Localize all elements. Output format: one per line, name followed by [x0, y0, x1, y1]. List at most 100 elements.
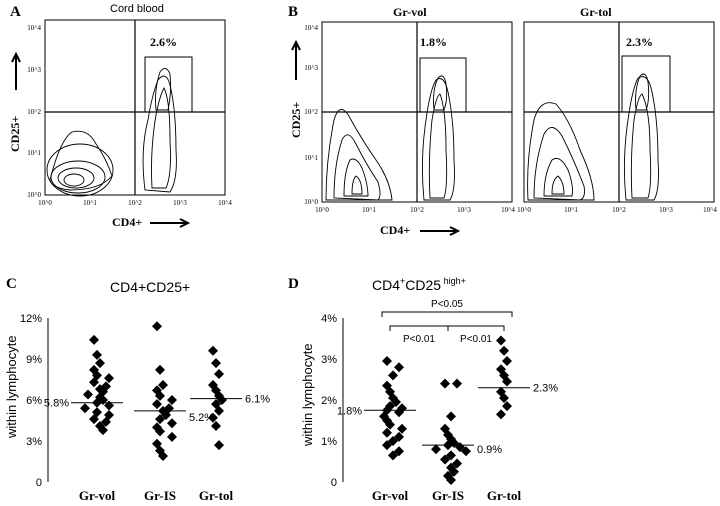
svg-text:10^3: 10^3 — [457, 206, 471, 214]
panel-d-category-label: Gr-tol — [487, 488, 522, 503]
panel-c-data-point — [211, 358, 221, 369]
svg-text:10^0: 10^0 — [27, 191, 41, 199]
panel-c-data-point — [158, 379, 168, 390]
panel-c-data-point — [217, 395, 227, 405]
panel-c-data-point — [155, 390, 165, 401]
panel-c-data-point — [80, 403, 90, 414]
panel-d-data-point — [496, 335, 506, 346]
panel-c-data-point — [211, 420, 221, 431]
panel-label-a: A — [10, 4, 21, 20]
panel-d-data-point — [388, 370, 398, 381]
panel-d-significance-brackets: P<0.01 P<0.01 P<0.05 — [381, 299, 513, 345]
panel-d-data-point — [446, 474, 456, 485]
panel-b-gr-vol-contours — [325, 75, 455, 201]
panel-d-data-point — [397, 423, 407, 434]
svg-text:10^1: 10^1 — [362, 206, 376, 214]
panel-d-data-point — [452, 458, 462, 469]
panel-d-data-point — [446, 411, 456, 422]
panel-b-gr-tol-contour-plot: Gr-tol 2.3% 10^0 10^1 10^2 10^3 10^4 — [517, 5, 717, 214]
svg-text:10^1: 10^1 — [83, 199, 97, 207]
panel-a-gate-label: 2.6% — [150, 35, 177, 49]
panel-label-d: D — [288, 276, 299, 292]
panel-d-data-point — [388, 436, 398, 446]
panel-c-data-point — [89, 334, 99, 345]
panel-c-data-point — [167, 418, 177, 429]
panel-d-p-value-label: P<0.01 — [403, 334, 435, 345]
svg-text:10^2: 10^2 — [410, 206, 424, 214]
panel-c-data-point — [167, 395, 177, 405]
panel-d-points — [379, 335, 512, 485]
panel-c-mean-lines — [71, 398, 242, 412]
panel-d-data-point — [440, 378, 450, 389]
svg-text:10^3: 10^3 — [173, 199, 187, 207]
panel-c-data-point — [83, 389, 93, 400]
panel-b-gr-tol-x-ticks: 10^0 10^1 10^2 10^3 10^4 — [517, 206, 717, 214]
svg-text:10^1: 10^1 — [27, 149, 41, 157]
panel-c-title: CD4+CD25+ — [110, 279, 190, 295]
panel-c-category-label: Gr-IS — [144, 488, 176, 503]
panel-c-data-point — [208, 345, 218, 356]
panel-c-mean-label: 6.1% — [245, 394, 270, 406]
svg-text:10^0: 10^0 — [315, 206, 329, 214]
panel-c-mean-label: 5.2% — [189, 412, 214, 424]
panel-b-y-axis-label: CD25+ — [289, 102, 303, 138]
svg-text:10^2: 10^2 — [612, 206, 626, 214]
svg-text:10^3: 10^3 — [304, 64, 318, 72]
panel-d-data-point — [391, 397, 401, 408]
panel-d-data-point — [452, 378, 462, 389]
panel-c-y-tick: 9% — [26, 354, 42, 366]
panel-c-y-tick: 0 — [36, 477, 42, 489]
panel-a-contours — [46, 68, 177, 197]
panel-d-p-value-label: P<0.05 — [431, 299, 463, 310]
panel-d-title-main: CD4+CD25 high+ — [372, 276, 466, 293]
svg-text:10^2: 10^2 — [128, 199, 142, 207]
panel-d-mean-label: 2.3% — [533, 383, 558, 395]
panel-c-y-tick: 12% — [20, 313, 42, 325]
panel-b-x-axis-label: CD4+ — [380, 223, 410, 237]
panel-b-y-axis-arrow — [291, 39, 301, 80]
panel-c-category-label: Gr-vol — [79, 488, 116, 503]
panel-d-y-axis-label: within lymphocyte — [300, 343, 315, 447]
svg-text:10^4: 10^4 — [304, 24, 318, 32]
panel-a-x-ticks: 10^0 10^1 10^2 10^3 10^4 — [38, 199, 232, 207]
svg-text:10^0: 10^0 — [38, 199, 52, 207]
panel-d-data-point — [394, 362, 404, 373]
svg-text:10^3: 10^3 — [659, 206, 673, 214]
panel-d-category-labels: Gr-vol Gr-IS Gr-tol — [372, 488, 522, 503]
panel-d-significance-bracket — [447, 325, 505, 331]
svg-text:10^0: 10^0 — [304, 198, 318, 206]
panel-d-data-point — [388, 450, 398, 461]
panel-d-data-point — [449, 466, 459, 477]
panel-a-y-axis-arrow — [11, 51, 21, 90]
panel-c-mean-labels: 5.8% 5.2% 6.1% — [44, 394, 270, 424]
panel-d-y-tick: 1% — [321, 436, 337, 448]
panel-d-y-tick: 3% — [321, 354, 337, 366]
panel-a-y-axis-label: CD25+ — [8, 116, 22, 152]
panel-c-data-point — [167, 431, 177, 442]
panel-b-gr-tol-contours — [527, 73, 659, 201]
panel-a-x-axis-arrow — [150, 218, 191, 228]
panel-label-c: C — [6, 276, 17, 292]
panel-b-gr-tol-gate-box — [621, 55, 671, 113]
panel-d-significance-bracket — [389, 325, 449, 331]
panel-c-data-point — [161, 410, 171, 421]
panel-c-data-point — [208, 412, 218, 423]
panel-a-contour-plot: Cord blood 2.6% 10^0 10^1 10^2 10^3 10^4… — [8, 3, 232, 229]
panel-d-mean-lines — [364, 387, 530, 446]
panel-c-category-labels: Gr-vol Gr-IS Gr-tol — [79, 488, 234, 503]
panel-c-data-point — [155, 414, 165, 425]
panel-d-data-point — [499, 345, 509, 356]
panel-d-data-point — [502, 401, 512, 412]
panel-c-data-point — [98, 425, 108, 436]
svg-text:10^3: 10^3 — [27, 66, 41, 74]
panel-c-data-point — [89, 414, 99, 425]
panel-b-gr-vol-title: Gr-vol — [393, 5, 427, 19]
panel-d-data-point — [502, 356, 512, 367]
panel-c-data-point — [214, 440, 224, 451]
panel-d-category-label: Gr-vol — [372, 488, 409, 503]
panel-d-data-point — [394, 446, 404, 457]
panel-b-gr-vol-contour-plot: Gr-vol 1.8% 10^0 10^1 10^2 10^3 10^4 10^… — [289, 5, 515, 237]
svg-text:10^4: 10^4 — [27, 24, 41, 32]
panel-c-data-point — [155, 364, 165, 375]
panel-d-y-tick: 0 — [331, 477, 337, 489]
